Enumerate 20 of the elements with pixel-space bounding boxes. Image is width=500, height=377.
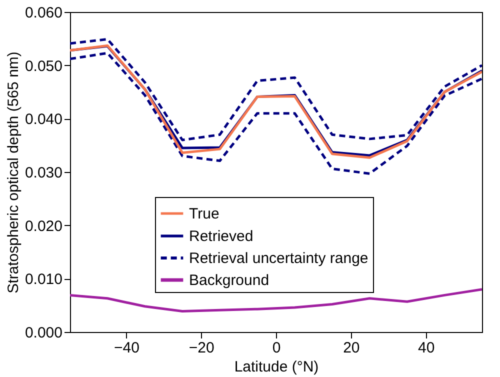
x-tick-label: 0 [272,340,281,356]
x-axis-title: Latitude (°N) [234,358,319,376]
y-axis-title: Stratospheric optical depth (565 nm) [4,52,22,294]
legend-label: Retrieved [189,228,254,245]
legend-label: Retrieval uncertainty range [189,250,368,267]
y-tick-label: 0.020 [24,218,62,235]
y-tick-label: 0.010 [24,271,62,288]
legend-label: Background [189,272,270,289]
line-series [70,288,482,312]
x-tick-label: 40 [418,340,435,356]
y-tick-label: 0.050 [24,58,62,75]
y-tick-label: 0.030 [24,164,62,182]
line-series [70,52,482,175]
x-tick-label: −20 [188,340,214,356]
y-tick-label: 0.040 [24,111,62,128]
x-tick-label: 20 [343,340,360,356]
y-tick-label: 0.000 [24,324,62,342]
x-tick-label: −40 [114,340,140,356]
y-tick-label: 0.060 [24,4,62,22]
legend-label: True [189,206,220,222]
